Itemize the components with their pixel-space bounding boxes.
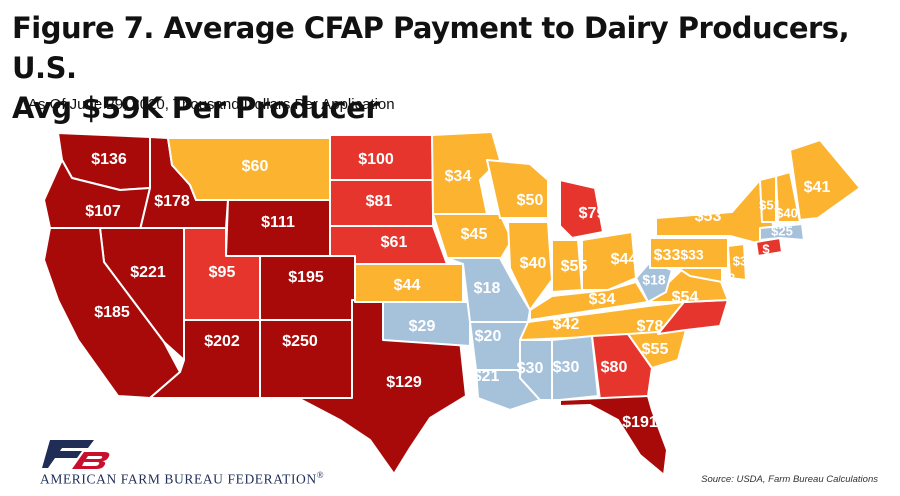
state-label-fl: $191 xyxy=(622,414,658,431)
state-label-mo: $18 xyxy=(474,280,501,297)
state-label-md: $33 xyxy=(680,247,704,263)
state-vt xyxy=(759,175,777,223)
state-label-or: $107 xyxy=(85,203,121,220)
state-label-de: $3 xyxy=(721,270,735,285)
state-nm xyxy=(259,319,353,399)
state-il xyxy=(507,221,553,311)
state-label-tn: $42 xyxy=(553,316,580,333)
state-label-oh: $44 xyxy=(611,251,638,268)
state-label-ct: $ xyxy=(762,241,770,256)
state-ma xyxy=(759,223,805,241)
state-fl xyxy=(559,395,668,476)
state-label-nm: $250 xyxy=(282,333,318,350)
state-ia xyxy=(432,213,513,261)
state-label-wi: $50 xyxy=(517,192,544,209)
state-co xyxy=(259,255,356,321)
state-label-wy: $111 xyxy=(261,214,295,231)
state-label-vt: $51 xyxy=(759,197,781,212)
state-ky xyxy=(529,281,649,321)
state-ga xyxy=(591,333,653,401)
afbf-logo-mark-icon xyxy=(42,440,110,469)
state-label-co: $195 xyxy=(288,269,324,286)
state-label-nh: $40 xyxy=(776,205,798,220)
title-line-1: Figure 7. Average CFAP Payment to Dairy … xyxy=(12,11,850,85)
state-mi xyxy=(559,179,604,239)
state-wi xyxy=(486,159,549,219)
state-label-ne: $61 xyxy=(381,234,408,251)
state-label-nv: $221 xyxy=(130,264,166,281)
state-label-ok: $29 xyxy=(409,318,436,335)
state-label-ny: $53 xyxy=(695,208,722,225)
state-label-wv: $18 xyxy=(642,272,666,288)
state-label-ut: $95 xyxy=(209,264,236,281)
state-label-al: $30 xyxy=(553,359,580,376)
state-label-mn: $34 xyxy=(445,168,472,185)
state-label-pa: $33 xyxy=(654,247,681,264)
state-nc xyxy=(657,299,729,335)
state-label-ms: $30 xyxy=(517,360,544,377)
state-label-ga: $80 xyxy=(601,359,628,376)
state-label-ks: $44 xyxy=(394,277,421,294)
state-label-ca: $185 xyxy=(94,304,130,321)
subtitle: As Of June 29, 2020, Thousand Dollars Pe… xyxy=(28,96,395,113)
state-label-va: $54 xyxy=(672,289,699,306)
page-title: Figure 7. Average CFAP Payment to Dairy … xyxy=(12,8,892,128)
state-label-mt: $60 xyxy=(242,158,269,175)
state-label-ky: $34 xyxy=(589,291,616,308)
state-oh xyxy=(581,231,637,291)
state-label-sd: $81 xyxy=(366,193,393,210)
state-label-il: $40 xyxy=(520,255,547,272)
state-label-mi: $79 xyxy=(579,205,606,222)
source-note: Source: USDA, Farm Bureau Calculations xyxy=(701,474,878,485)
state-label-ia: $45 xyxy=(461,226,488,243)
afbf-logo-text: AMERICAN FARM BUREAU FEDERATION® xyxy=(40,470,325,487)
state-label-tx: $129 xyxy=(386,374,422,391)
state-pa xyxy=(649,237,729,269)
state-label-me: $41 xyxy=(804,179,831,196)
state-label-la: $21 xyxy=(473,368,500,385)
state-ms xyxy=(519,339,553,401)
state-label-nd: $100 xyxy=(358,151,394,168)
state-label-nc: $78 xyxy=(637,318,664,335)
state-ok xyxy=(382,301,471,347)
state-label-nj: $3 xyxy=(733,253,747,268)
state-nj xyxy=(727,243,747,281)
state-label-az: $202 xyxy=(204,333,240,350)
title-line-2: Avg $59K Per Producer xyxy=(12,91,380,125)
state-label-id: $178 xyxy=(154,193,190,210)
state-wv xyxy=(635,261,673,303)
state-label-in: $55 xyxy=(561,258,588,275)
state-label-wa: $136 xyxy=(91,151,127,168)
state-label-sc: $55 xyxy=(642,341,669,358)
state-me xyxy=(789,139,861,221)
state-al xyxy=(551,335,599,401)
state-label-ar: $20 xyxy=(475,328,502,345)
afbf-logo: AMERICAN FARM BUREAU FEDERATION® xyxy=(40,438,362,490)
state-nh xyxy=(775,171,801,223)
state-label-ma: $25 xyxy=(771,223,793,238)
